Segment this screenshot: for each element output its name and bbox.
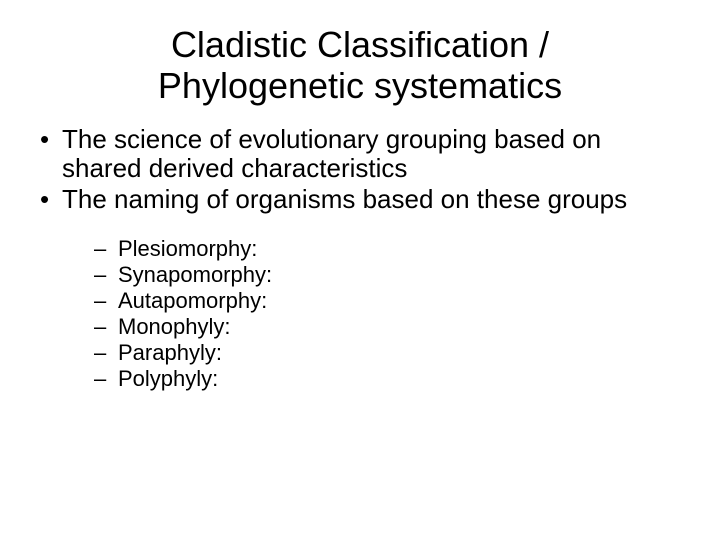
title-line-1: Cladistic Classification /	[171, 24, 549, 65]
list-item-text: Paraphyly:	[118, 340, 222, 365]
list-item: The science of evolutionary grouping bas…	[36, 125, 684, 183]
list-item-text: Polyphyly:	[118, 366, 218, 391]
list-item-text: Autapomorphy:	[118, 288, 267, 313]
list-item: Synapomorphy:	[94, 262, 684, 288]
list-item: The naming of organisms based on these g…	[36, 185, 684, 214]
slide-title: Cladistic Classification / Phylogenetic …	[36, 24, 684, 107]
list-item-text: The naming of organisms based on these g…	[62, 184, 627, 214]
slide: Cladistic Classification / Phylogenetic …	[0, 0, 720, 540]
list-item-text: Synapomorphy:	[118, 262, 272, 287]
list-item: Plesiomorphy:	[94, 236, 684, 262]
bullet-list-level-1: The science of evolutionary grouping bas…	[36, 125, 684, 214]
list-item: Polyphyly:	[94, 366, 684, 392]
list-item-text: The science of evolutionary grouping bas…	[62, 124, 601, 183]
list-item-text: Monophyly:	[118, 314, 231, 339]
bullet-list-level-2: Plesiomorphy: Synapomorphy: Autapomorphy…	[94, 236, 684, 392]
list-item: Monophyly:	[94, 314, 684, 340]
list-item: Paraphyly:	[94, 340, 684, 366]
title-line-2: Phylogenetic systematics	[158, 65, 562, 106]
list-item-text: Plesiomorphy:	[118, 236, 257, 261]
list-item: Autapomorphy:	[94, 288, 684, 314]
